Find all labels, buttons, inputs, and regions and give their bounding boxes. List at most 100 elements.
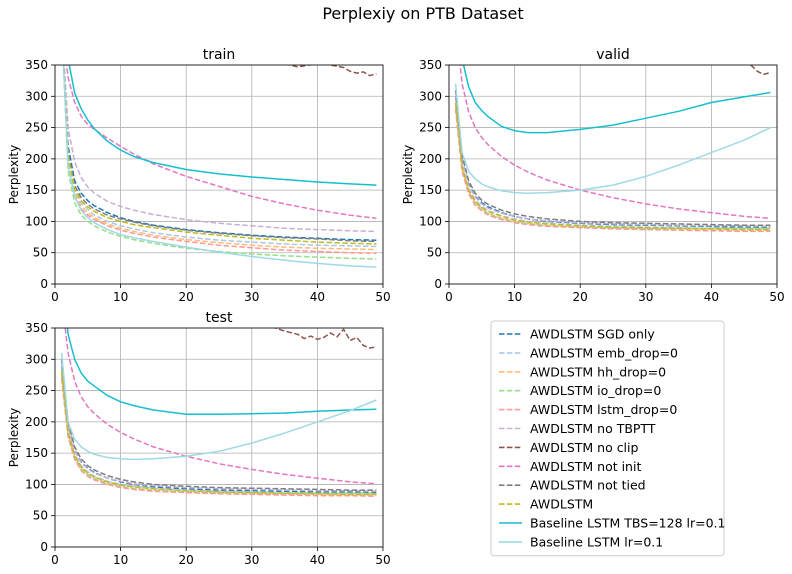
y-axis-label: Perplexity bbox=[401, 145, 415, 205]
axes-frame bbox=[54, 64, 384, 285]
series-line-awdlstm-sgd-only bbox=[63, 65, 377, 241]
x-tick-label: 50 bbox=[375, 553, 390, 567]
legend-item: AWDLSTM not init bbox=[499, 459, 641, 474]
series-line-awdlstm-not-init bbox=[64, 328, 377, 485]
panel-test: 0 10 20 30 40 50 0 50 100 150 200 250 300 350 Perplexi… bbox=[7, 310, 391, 567]
series-group bbox=[62, 65, 377, 268]
series-line-awdlstm-hh-drop-0 bbox=[60, 374, 377, 496]
legend-item: AWDLSTM io_drop=0 bbox=[499, 383, 661, 398]
axes-frame bbox=[448, 64, 778, 285]
y-tick-label: 50 bbox=[33, 246, 48, 260]
series-line-awdlstm-not-tied bbox=[60, 359, 377, 491]
y-tick-label: 0 bbox=[434, 277, 442, 291]
panel-title: valid bbox=[596, 47, 630, 63]
y-tick-label: 50 bbox=[33, 509, 48, 523]
series-line-awdlstm-no-tbptt bbox=[454, 96, 771, 228]
y-tick-label: 150 bbox=[419, 183, 442, 197]
panel-title: train bbox=[203, 47, 236, 63]
legend-item: AWDLSTM bbox=[499, 497, 593, 512]
series-line-awdlstm-hh-drop-0 bbox=[62, 65, 377, 251]
legend-label: AWDLSTM not tied bbox=[530, 478, 646, 493]
legend-label: Baseline LSTM lr=0.1 bbox=[530, 534, 663, 549]
series-line-awdlstm-lstm-drop-0 bbox=[454, 108, 771, 233]
series-line-baseline-lstm-tbs-128-lr-0-1 bbox=[66, 328, 377, 416]
y-tick-label: 200 bbox=[25, 152, 48, 166]
y-tick-label: 250 bbox=[419, 121, 442, 135]
axes-frame bbox=[54, 327, 384, 548]
series-line-awdlstm-no-clip bbox=[273, 328, 377, 349]
y-tick-label: 350 bbox=[25, 321, 48, 335]
series-line-awdlstm-lstm-drop-0 bbox=[60, 378, 377, 498]
series-line-awdlstm bbox=[454, 102, 771, 231]
legend-label: AWDLSTM not init bbox=[530, 459, 641, 474]
legend-label: AWDLSTM bbox=[530, 497, 593, 512]
panel-valid: 0 10 20 30 40 50 0 50 100 150 200 250 300 350 Perplexi… bbox=[401, 47, 785, 304]
y-tick-label: 300 bbox=[419, 89, 442, 103]
series-line-awdlstm bbox=[62, 65, 377, 245]
y-tick-label: 150 bbox=[25, 446, 48, 460]
series-line-awdlstm-sgd-only bbox=[60, 365, 377, 494]
legend-label: Baseline LSTM TBS=128 lr=0.1 bbox=[530, 516, 725, 531]
legend-box bbox=[490, 320, 725, 557]
y-tick-label: 300 bbox=[25, 352, 48, 366]
legend-label: AWDLSTM no TBPTT bbox=[530, 421, 656, 436]
series-group bbox=[60, 328, 377, 498]
series-line-baseline-lstm-tbs-128-lr-0-1 bbox=[462, 65, 771, 134]
series-group bbox=[454, 65, 771, 233]
x-tick-label: 0 bbox=[51, 553, 59, 567]
x-tick-label: 20 bbox=[179, 553, 194, 567]
legend-item: AWDLSTM SGD only bbox=[499, 327, 655, 342]
series-line-awdlstm-not-init bbox=[65, 65, 377, 220]
x-tick-label: 10 bbox=[113, 553, 128, 567]
legend-item: AWDLSTM no clip bbox=[499, 440, 639, 455]
x-tick-label: 0 bbox=[51, 290, 59, 304]
x-tick-label: 40 bbox=[704, 290, 719, 304]
legend-label: AWDLSTM io_drop=0 bbox=[530, 383, 661, 398]
legend-label: AWDLSTM hh_drop=0 bbox=[530, 364, 666, 379]
legend: AWDLSTM SGD only AWDLSTM emb_drop=0 AWDLST… bbox=[490, 320, 725, 557]
x-tick-label: 20 bbox=[179, 290, 194, 304]
legend-label: AWDLSTM SGD only bbox=[530, 327, 655, 342]
series-line-awdlstm-no-tbptt bbox=[63, 65, 377, 233]
x-tick-label: 10 bbox=[113, 290, 128, 304]
legend-item: AWDLSTM hh_drop=0 bbox=[499, 364, 666, 379]
series-line-awdlstm-no-tbptt bbox=[60, 365, 377, 493]
x-tick-label: 0 bbox=[445, 290, 453, 304]
x-tick-label: 30 bbox=[638, 290, 653, 304]
y-tick-label: 350 bbox=[25, 58, 48, 72]
series-line-baseline-lstm-lr-0-1 bbox=[62, 65, 377, 268]
x-tick-label: 20 bbox=[573, 290, 588, 304]
series-line-awdlstm-not-init bbox=[459, 65, 771, 220]
y-tick-label: 200 bbox=[25, 415, 48, 429]
legend-item: AWDLSTM no TBPTT bbox=[499, 421, 656, 436]
x-tick-label: 50 bbox=[769, 290, 784, 304]
y-tick-label: 100 bbox=[419, 214, 442, 228]
series-line-baseline-lstm-tbs-128-lr-0-1 bbox=[68, 65, 377, 186]
legend-label: AWDLSTM lstm_drop=0 bbox=[530, 402, 677, 417]
series-line-awdlstm-no-clip bbox=[286, 65, 377, 77]
x-tick-label: 30 bbox=[244, 553, 259, 567]
x-tick-label: 40 bbox=[310, 290, 325, 304]
y-tick-label: 300 bbox=[25, 89, 48, 103]
y-axis-label: Perplexity bbox=[7, 145, 21, 205]
legend-label: AWDLSTM no clip bbox=[530, 440, 639, 455]
y-tick-label: 150 bbox=[25, 183, 48, 197]
y-tick-label: 250 bbox=[25, 121, 48, 135]
series-line-baseline-lstm-lr-0-1 bbox=[60, 352, 377, 461]
y-axis-label: Perplexity bbox=[7, 408, 21, 468]
legend-item: AWDLSTM emb_drop=0 bbox=[499, 345, 678, 360]
y-tick-label: 350 bbox=[419, 58, 442, 72]
panels: 0 10 20 30 40 50050100150200250300350Perplexi… bbox=[7, 47, 785, 567]
y-tick-label: 200 bbox=[419, 152, 442, 166]
series-line-awdlstm-sgd-only bbox=[454, 96, 771, 228]
x-tick-label: 50 bbox=[375, 290, 390, 304]
panel-train: 0 10 20 30 40 50 0 50 100 150 200 250 300 350 Perplexi… bbox=[7, 47, 391, 304]
series-line-awdlstm-not-tied bbox=[454, 89, 771, 226]
series-line-awdlstm bbox=[60, 370, 377, 496]
legend-item: AWDLSTM lstm_drop=0 bbox=[499, 402, 677, 417]
series-line-awdlstm-not-tied bbox=[63, 65, 377, 243]
y-tick-label: 0 bbox=[40, 277, 48, 291]
legend-item: Baseline LSTM lr=0.1 bbox=[499, 534, 663, 549]
legend-item: AWDLSTM not tied bbox=[499, 478, 646, 493]
